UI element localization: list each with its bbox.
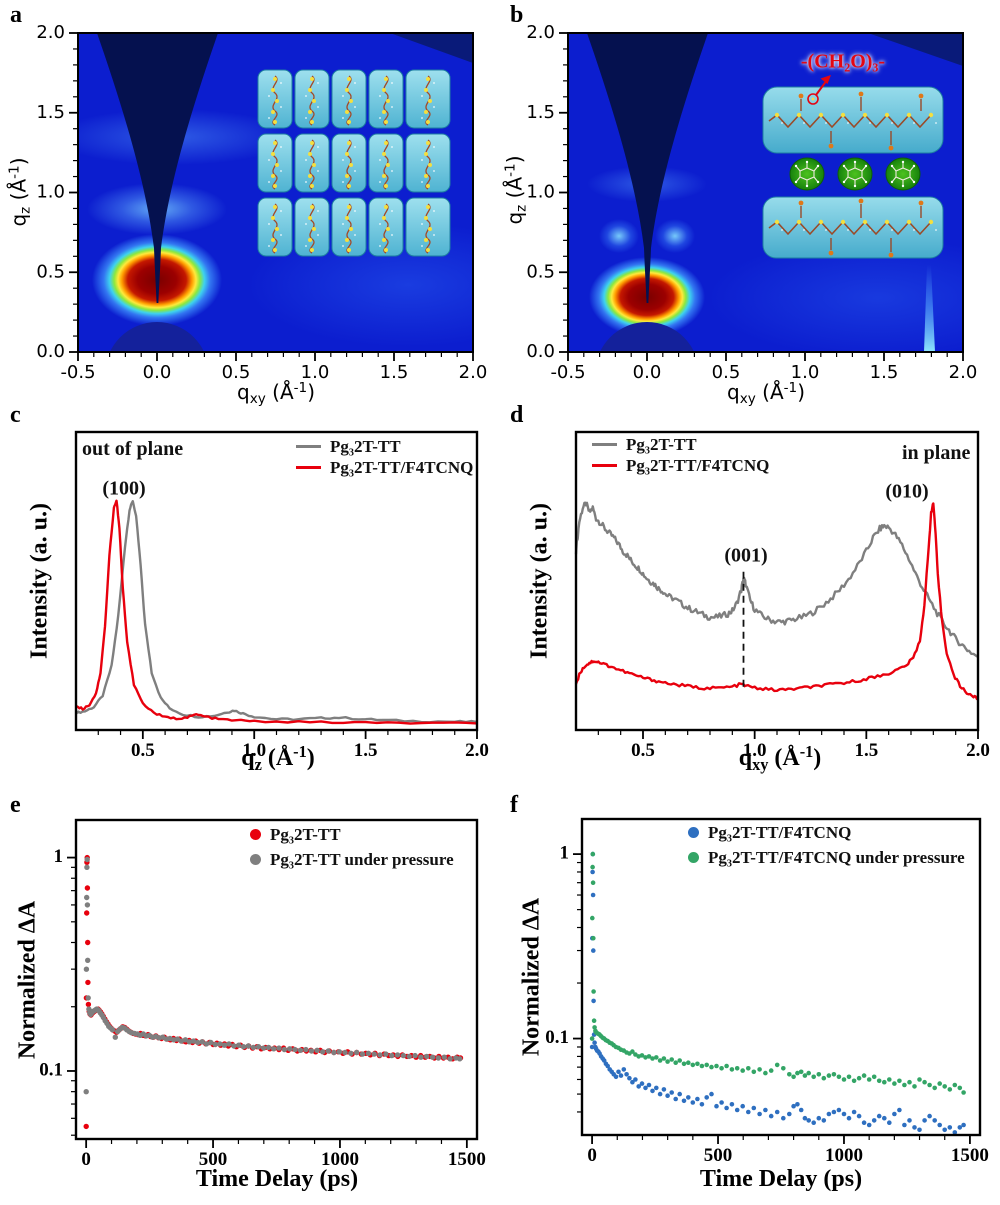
svg-text:1.0: 1.0 xyxy=(36,182,65,203)
legend-item: Pg₃2T-TT/F4TCNQ under pressure xyxy=(688,845,965,870)
y-axis-label-f: Normalized ΔA xyxy=(518,897,545,1057)
legend-line-swatch-gray xyxy=(296,444,321,449)
panel-label-b: b xyxy=(510,2,524,28)
legend-item: Pg₃2T-TT/F4TCNQ xyxy=(296,457,473,478)
svg-text:0: 0 xyxy=(587,1145,597,1166)
legend-item: Pg₃2T-TT xyxy=(296,436,473,457)
svg-text:0.0: 0.0 xyxy=(36,341,65,362)
panel-label-f: f xyxy=(510,792,518,818)
svg-text:0.1: 0.1 xyxy=(39,1059,63,1080)
svg-text:-0.5: -0.5 xyxy=(550,362,585,383)
legend-dot-swatch-red xyxy=(250,829,261,840)
svg-text:2.0: 2.0 xyxy=(966,740,990,761)
x-axis-label-b: qxy (Å-1) xyxy=(726,380,806,408)
giwaxs-2d-pattern-doped xyxy=(568,33,963,352)
legend-label: Pg₃2T-TT xyxy=(270,824,341,844)
svg-text:2.0: 2.0 xyxy=(459,362,488,383)
panel-d-in-plane-linecut: d 0.5 1.0 1.5 2.0 in plane (001) (010) Pg₃2… xyxy=(500,400,1000,790)
svg-text:1500: 1500 xyxy=(951,1145,989,1166)
peak-label-001: (001) xyxy=(724,544,768,567)
side-chain-annotation: -(CH₂O)₃- xyxy=(800,50,886,73)
panel-label-e: e xyxy=(10,792,21,818)
legend-label: Pg₃2T-TT/F4TCNQ xyxy=(708,822,852,842)
panel-label-c: c xyxy=(10,402,21,428)
legend-c: Pg₃2T-TT Pg₃2T-TT/F4TCNQ xyxy=(296,436,473,478)
svg-text:0.0: 0.0 xyxy=(143,362,172,383)
svg-text:0.0: 0.0 xyxy=(526,341,555,362)
legend-d: Pg₃2T-TT Pg₃2T-TT/F4TCNQ xyxy=(592,434,769,476)
y-axis-label-d: Intensity (a. u.) xyxy=(526,502,553,660)
legend-item: Pg₃2T-TT xyxy=(250,822,454,847)
legend-line-swatch-red xyxy=(592,463,617,468)
legend-dot-swatch-blue xyxy=(688,827,699,838)
legend-item: Pg₃2T-TT/F4TCNQ xyxy=(688,820,965,845)
svg-text:1.5: 1.5 xyxy=(36,102,65,123)
svg-text:0.5: 0.5 xyxy=(631,740,655,761)
legend-e: Pg₃2T-TT Pg₃2T-TT under pressure xyxy=(250,822,454,872)
x-axis-label-a: qxy (Å-1) xyxy=(236,380,316,408)
y-axis-label-a: qz (Å-1) xyxy=(6,157,34,227)
svg-text:1.5: 1.5 xyxy=(526,102,555,123)
legend-item: Pg₃2T-TT under pressure xyxy=(250,847,454,872)
svg-text:2.0: 2.0 xyxy=(526,22,555,43)
giwaxs-2d-pattern-pristine xyxy=(78,33,473,352)
legend-label: Pg₃2T-TT xyxy=(330,436,401,456)
legend-item: Pg₃2T-TT xyxy=(592,434,769,455)
svg-text:1: 1 xyxy=(560,842,570,863)
beamstop-wedge-dopant-inset xyxy=(587,33,963,352)
legend-label: Pg₃2T-TT/F4TCNQ under pressure xyxy=(708,847,965,867)
x-axis-label-f: Time Delay (ps) xyxy=(699,1166,863,1192)
legend-line-swatch-gray xyxy=(592,442,617,447)
svg-text:0.5: 0.5 xyxy=(526,261,555,282)
svg-text:2.0: 2.0 xyxy=(465,740,489,761)
beamstop-wedge-lamellae-inset xyxy=(97,33,473,352)
x-axis-label-c: qz (Å-1) xyxy=(241,742,315,775)
svg-text:1.5: 1.5 xyxy=(354,740,378,761)
svg-text:500: 500 xyxy=(704,1145,733,1166)
panel-e-ta-decay-pristine: e 0 500 1000 1500 1 0.1 Pg₃2T-TT Pg₃2T-TT und… xyxy=(0,790,500,1205)
y-axis-label-b: qz (Å-1) xyxy=(502,155,530,225)
peak-label-010: (010) xyxy=(885,480,929,503)
legend-label: Pg₃2T-TT/F4TCNQ xyxy=(626,455,770,475)
svg-text:0.1: 0.1 xyxy=(545,1027,569,1048)
legend-dot-swatch-gray xyxy=(250,854,261,865)
svg-text:1500: 1500 xyxy=(448,1149,486,1170)
svg-text:2.0: 2.0 xyxy=(36,22,65,43)
svg-text:1.5: 1.5 xyxy=(854,740,878,761)
legend-item: Pg₃2T-TT/F4TCNQ xyxy=(592,455,769,476)
peak-label-100: (100) xyxy=(102,477,146,500)
orientation-annotation-d: in plane xyxy=(902,442,971,464)
x-axis-label-e: Time Delay (ps) xyxy=(195,1166,359,1192)
svg-text:0.5: 0.5 xyxy=(36,261,65,282)
x-axis-label-d: qxy (Å-1) xyxy=(738,742,822,775)
svg-text:1: 1 xyxy=(54,846,64,867)
svg-text:1000: 1000 xyxy=(825,1145,863,1166)
panel-label-a: a xyxy=(10,2,22,28)
panel-label-d: d xyxy=(510,402,524,428)
svg-text:0.5: 0.5 xyxy=(131,740,155,761)
y-axis-label-c: Intensity (a. u.) xyxy=(26,502,53,660)
y-axis-label-e: Normalized ΔA xyxy=(14,900,41,1060)
legend-dot-swatch-green xyxy=(688,852,699,863)
svg-text:1.5: 1.5 xyxy=(870,362,899,383)
legend-label: Pg₃2T-TT/F4TCNQ xyxy=(330,457,474,477)
legend-f: Pg₃2T-TT/F4TCNQ Pg₃2T-TT/F4TCNQ under pr… xyxy=(688,820,965,870)
panel-f-ta-decay-doped: f 0 500 1000 1500 1 0.1 Pg₃2T-TT/F4TCNQ Pg₃2T… xyxy=(500,790,1000,1205)
panel-b-giwaxs-doped: b -0.5 0.0 0.5 1.0 1.5 2.0 0.0 0.5 1.0 1.5 2.0 -(C… xyxy=(500,0,1000,407)
svg-text:0.0: 0.0 xyxy=(633,362,662,383)
svg-text:1.5: 1.5 xyxy=(380,362,409,383)
svg-text:1.0: 1.0 xyxy=(526,182,555,203)
legend-label: Pg₃2T-TT xyxy=(626,434,697,454)
legend-line-swatch-red xyxy=(296,465,321,470)
panel-c-out-of-plane-linecut: c 0.5 1.0 1.5 2.0 out of plane (100) Pg₃2T-… xyxy=(0,400,500,790)
svg-text:0: 0 xyxy=(81,1149,91,1170)
svg-text:2.0: 2.0 xyxy=(949,362,978,383)
orientation-annotation-c: out of plane xyxy=(82,438,184,460)
svg-text:-0.5: -0.5 xyxy=(60,362,95,383)
panel-a-giwaxs-pristine: a -0.5 0.0 0.5 1.0 1.5 2.0 0.0 0.5 1.0 1.5 2.0 qxy… xyxy=(0,0,500,407)
legend-label: Pg₃2T-TT under pressure xyxy=(270,849,454,869)
